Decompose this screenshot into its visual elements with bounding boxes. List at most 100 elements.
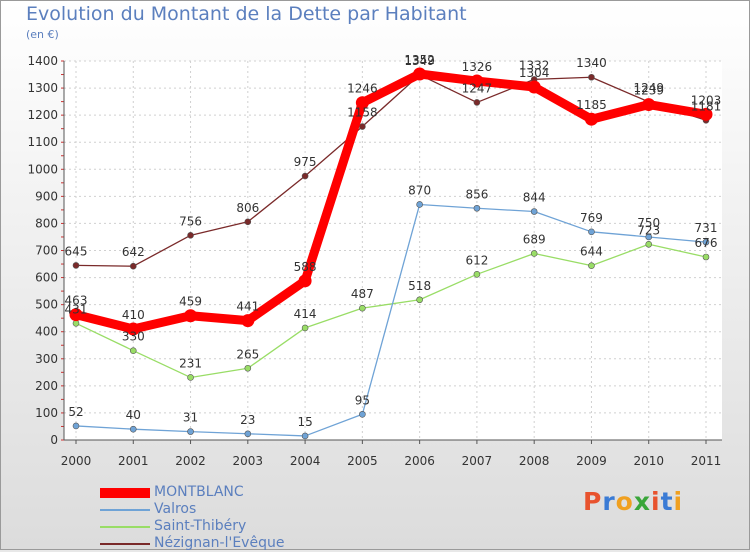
y-tick-label: 1000	[27, 162, 58, 176]
x-tick-label: 2003	[233, 454, 264, 468]
logo-letter: i	[651, 487, 661, 516]
data-label-2: 689	[523, 232, 546, 246]
x-tick-label: 2002	[175, 454, 206, 468]
data-label-1: 52	[68, 405, 83, 419]
data-point-3	[473, 99, 481, 106]
logo-letter: o	[615, 487, 634, 516]
data-point-1	[645, 233, 653, 241]
data-point-1	[187, 428, 194, 435]
x-tick-label: 2005	[347, 454, 378, 468]
data-point-2	[301, 324, 309, 332]
data-point-2	[473, 271, 481, 278]
data-label-1: 769	[580, 211, 603, 225]
proxiti-logo: Proxiti	[583, 487, 683, 516]
data-point-2	[244, 364, 252, 372]
data-label-1: 40	[126, 408, 141, 422]
data-point-0	[69, 308, 83, 322]
data-point-2	[72, 320, 80, 327]
data-label-3: 1249	[633, 81, 664, 95]
data-label-2: 330	[122, 330, 145, 344]
y-tick-label: 1100	[27, 135, 58, 149]
data-point-0	[527, 80, 541, 94]
data-label-2: 431	[65, 302, 88, 316]
data-label-0: 459	[179, 295, 202, 309]
data-label-1: 23	[240, 413, 255, 427]
data-point-2	[588, 262, 595, 269]
data-label-0: 1246	[347, 82, 378, 96]
data-point-0	[413, 67, 427, 81]
data-label-1: 15	[297, 415, 312, 429]
data-label-1: 750	[637, 216, 660, 230]
series-line-2	[75, 243, 707, 379]
data-label-1: 844	[523, 191, 546, 205]
series-line-0	[71, 69, 711, 334]
legend-label-montblanc: MONTBLANC	[154, 484, 244, 500]
legend-swatch-montblanc	[100, 488, 150, 498]
data-label-0: 1185	[576, 98, 607, 112]
x-tick-label: 2001	[118, 454, 149, 468]
data-point-3	[72, 262, 80, 269]
data-label-3: 806	[236, 201, 259, 215]
x-tick-label: 2010	[633, 454, 664, 468]
data-point-1	[129, 425, 137, 433]
data-point-2	[187, 374, 194, 381]
data-point-1	[244, 430, 252, 438]
x-tick-label: 2004	[290, 454, 321, 468]
data-point-1	[301, 432, 309, 440]
legend-swatch-nezignan	[100, 543, 150, 545]
data-label-0: 463	[65, 294, 88, 308]
data-label-3: 1247	[462, 81, 493, 95]
x-tick-label: 2011	[691, 454, 722, 468]
data-label-3: 975	[294, 155, 317, 169]
data-point-0	[126, 322, 140, 336]
logo-letter: r	[602, 487, 616, 516]
data-point-2	[702, 253, 710, 261]
x-tick-label: 2006	[404, 454, 435, 468]
x-tick-label: 2007	[462, 454, 493, 468]
data-point-0	[184, 309, 198, 323]
data-label-0: 1203	[691, 93, 722, 107]
data-point-0	[470, 74, 484, 88]
data-label-2: 612	[465, 253, 488, 267]
y-tick-label: 200	[35, 379, 58, 393]
logo-letter: i	[673, 487, 684, 516]
data-point-0	[699, 107, 713, 121]
legend-swatch-saint-thibery	[100, 526, 150, 528]
data-point-3	[129, 262, 137, 270]
data-point-0	[298, 274, 312, 288]
data-label-1: 31	[183, 411, 198, 425]
data-label-2: 644	[580, 245, 603, 259]
data-label-3: 1340	[576, 56, 607, 70]
data-point-3	[244, 218, 252, 226]
chart-subtitle: (en €)	[26, 28, 59, 41]
y-tick-label: 1300	[27, 81, 58, 95]
data-label-1: 856	[465, 187, 488, 201]
y-tick-label: 400	[35, 325, 58, 339]
legend-swatch-valros	[100, 509, 150, 511]
logo-letter: x	[633, 487, 651, 516]
logo-letter: P	[583, 487, 603, 516]
legend-label-valros: Valros	[154, 501, 197, 517]
data-label-3: 1158	[347, 106, 378, 120]
data-point-2	[645, 240, 653, 248]
data-label-2: 265	[236, 347, 259, 361]
data-point-3	[301, 172, 309, 180]
x-tick-label: 2009	[576, 454, 607, 468]
data-label-0: 441	[236, 300, 259, 314]
data-label-3: 1332	[519, 58, 550, 72]
data-point-2	[129, 347, 137, 354]
data-label-3: 645	[65, 244, 88, 258]
data-label-0: 1304	[519, 66, 550, 80]
data-label-2: 518	[408, 279, 431, 293]
y-tick-label: 500	[35, 298, 58, 312]
data-point-3	[359, 123, 366, 130]
data-label-3: 1349	[404, 54, 435, 68]
data-point-0	[642, 98, 656, 112]
y-tick-label: 0	[50, 433, 58, 447]
y-tick-label: 600	[35, 271, 58, 285]
data-point-3	[588, 73, 595, 81]
data-point-1	[416, 201, 423, 208]
data-point-0	[584, 112, 598, 126]
data-label-0: 1239	[633, 84, 664, 98]
